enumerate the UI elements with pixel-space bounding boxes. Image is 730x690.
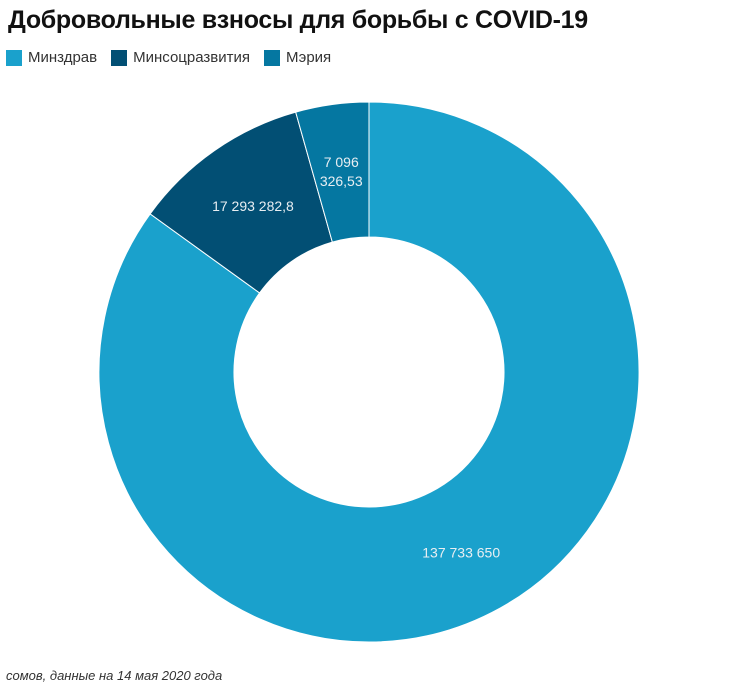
- chart-title: Добровольные взносы для борьбы с COVID-1…: [8, 6, 588, 34]
- legend-swatch: [111, 49, 128, 66]
- slice-0[interactable]: [98, 101, 640, 643]
- footnote: сомов, данные на 14 мая 2020 года: [6, 668, 223, 683]
- legend: Минздрав Минсоцразвития Мэрия: [6, 49, 331, 66]
- legend-item-minsoc[interactable]: Минсоцразвития: [111, 49, 250, 66]
- legend-swatch: [264, 49, 280, 66]
- legend-label: Минздрав: [28, 49, 98, 66]
- legend-label: Мэрия: [286, 49, 332, 66]
- data-label-0: 137 733 650: [422, 544, 500, 560]
- data-label-1: 17 293 282,8: [212, 198, 294, 214]
- legend-item-minzdrav[interactable]: Минздрав: [6, 49, 97, 66]
- data-label-2: 7 096 326,53: [320, 154, 363, 189]
- legend-item-meria[interactable]: Мэрия: [264, 49, 331, 66]
- legend-label: Минсоцразвития: [133, 49, 250, 66]
- legend-swatch: [6, 49, 22, 66]
- slice-2[interactable]: [295, 101, 370, 243]
